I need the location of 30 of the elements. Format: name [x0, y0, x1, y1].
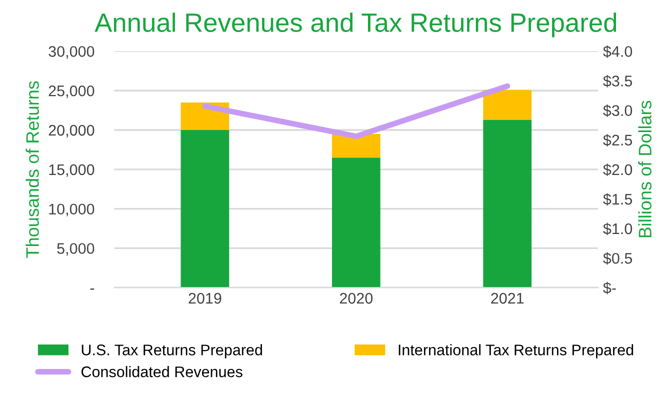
legend-label: International Tax Returns Prepared — [398, 344, 634, 358]
y-tick-label: - — [90, 288, 94, 290]
bar — [332, 134, 380, 158]
bar — [483, 120, 532, 288]
y2-tick-label: $4.0 — [603, 45, 632, 58]
bar — [483, 90, 532, 120]
y-tick-label: 30,000 — [48, 46, 94, 59]
x-tick-label: 2019 — [188, 292, 222, 304]
y2-tick-label: $1.5 — [603, 193, 632, 206]
y2-axis-title: Billions of Dollars — [638, 100, 652, 238]
bar — [180, 130, 230, 288]
x-tick-label: 2021 — [491, 292, 524, 304]
y2-tick-label: $1.0 — [603, 222, 632, 236]
y2-tick-label: $3.0 — [603, 104, 632, 117]
y-tick-label: 15,000 — [49, 164, 94, 177]
y-tick-label: 5,000 — [57, 243, 94, 256]
y2-tick-label: $2.5 — [603, 134, 632, 146]
y2-tick-label: $- — [603, 282, 616, 294]
y-tick-label: 25,000 — [48, 85, 94, 98]
chart-title: Annual Revenues and Tax Returns Prepared — [94, 12, 616, 38]
legend-label: U.S. Tax Returns Prepared — [82, 344, 262, 358]
y2-tick-label: $3.5 — [603, 74, 632, 88]
y-tick-label: 10,000 — [49, 204, 94, 216]
y2-tick-label: $2.0 — [603, 164, 632, 176]
x-tick-label: 2020 — [340, 292, 373, 304]
y-axis-title: Thousands of Returns — [26, 81, 39, 258]
y2-tick-label: $0.5 — [603, 252, 632, 265]
y-tick-label: 20,000 — [48, 124, 94, 138]
legend-label: Consolidated Revenues — [81, 366, 242, 378]
bar — [332, 158, 380, 288]
